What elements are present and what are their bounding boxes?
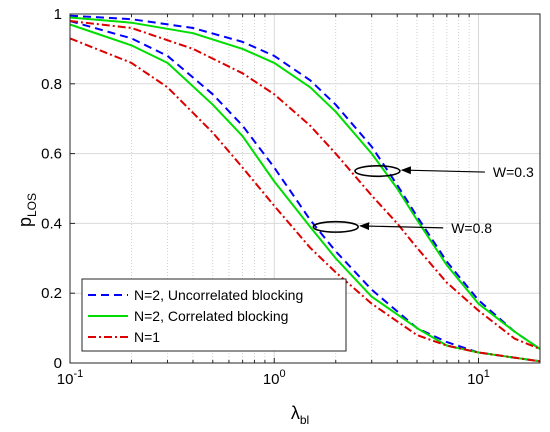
annotation-arrow — [400, 166, 485, 175]
series-line-0-W=0.8 — [69, 20, 541, 363]
legend-label-n1: N=1 — [134, 329, 160, 345]
x-tick-exponent: 1 — [484, 368, 490, 380]
y-tick-label: 0.2 — [41, 285, 62, 302]
legend: N=2, Uncorrelated blocking N=2, Correlat… — [81, 278, 347, 352]
y-tick-label: 0.6 — [41, 146, 62, 163]
x-axis-label: λbl — [291, 403, 309, 427]
x-tick-base: 10 — [57, 371, 74, 388]
x-tick-base: 10 — [467, 371, 484, 388]
annotation-ellipse — [312, 220, 360, 233]
series-line-1-W=0.8 — [69, 23, 541, 363]
curves — [69, 14, 541, 363]
series-line-0-W=0.3 — [69, 14, 541, 350]
annotations: W=0.3 W=0.8 — [312, 164, 534, 236]
x-tick-exponent: -1 — [73, 368, 83, 380]
plot-frame — [69, 13, 541, 364]
annotation-arrow — [359, 222, 444, 231]
x-tick-label: 10-1 — [57, 368, 83, 388]
x-axis-symbol: λ — [291, 403, 300, 423]
legend-label-correlated: N=2, Correlated blocking — [134, 308, 288, 324]
annotation-label: W=0.3 — [493, 164, 534, 180]
x-tick-label: 101 — [467, 368, 490, 388]
annotation-label: W=0.8 — [451, 220, 492, 236]
y-tick-label: 0.8 — [41, 76, 62, 93]
annotation-ellipse — [354, 165, 401, 178]
series-line-2-W=0.8 — [69, 37, 541, 363]
x-tick-exponent: 0 — [280, 368, 286, 380]
y-axis-symbol: p — [15, 217, 35, 227]
y-axis-subscript: LOS — [25, 193, 39, 217]
series-line-1-W=0.3 — [69, 16, 541, 350]
x-axis-subscript: bl — [300, 413, 309, 427]
y-tick-label: 1 — [54, 6, 62, 23]
y-tick-label: 0.4 — [41, 215, 62, 232]
x-tick-label: 100 — [263, 368, 286, 388]
x-tick-base: 10 — [263, 371, 280, 388]
y-axis-label: pLOS — [15, 193, 39, 227]
legend-label-uncorrelated: N=2, Uncorrelated blocking — [134, 287, 303, 303]
y-tick-label: 0 — [54, 355, 62, 372]
